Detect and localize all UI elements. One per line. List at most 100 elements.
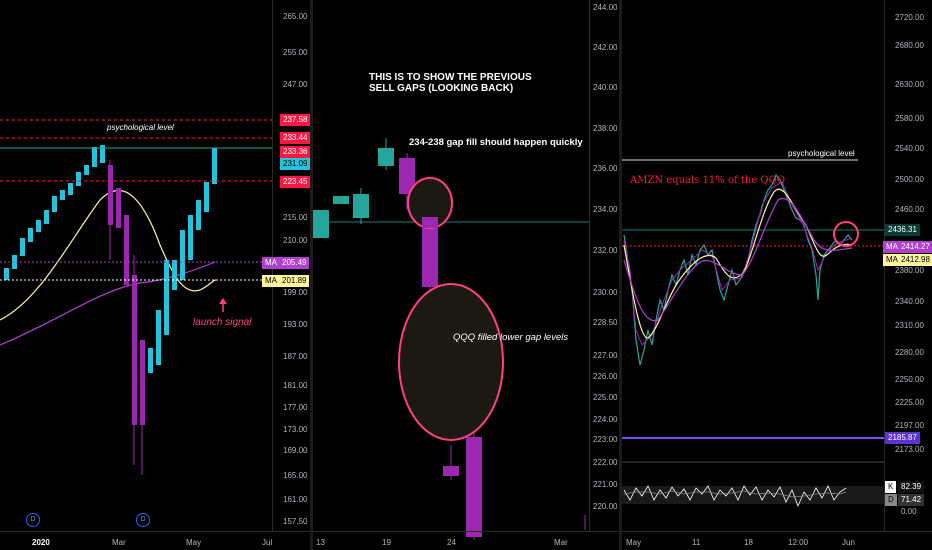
- middle-candles: [313, 138, 586, 540]
- panel-divider[interactable]: [619, 0, 622, 550]
- xtick: 12:00: [788, 538, 809, 547]
- ytick: 244.00: [593, 3, 618, 12]
- ytick: 221.00: [593, 480, 618, 489]
- xtick: Jun: [842, 538, 855, 547]
- ytick: 220.00: [593, 502, 618, 511]
- ytick: 215.00: [283, 213, 308, 222]
- middle-price-axis[interactable]: 244.00 242.00 240.00 238.00 236.00 234.0…: [589, 0, 619, 532]
- xtick: 13: [316, 538, 325, 547]
- ytick: 2173.00: [895, 445, 924, 454]
- ma-tag-value: 2412.98: [898, 254, 932, 266]
- ytick: 230.00: [593, 288, 618, 297]
- ytick: 2540.00: [895, 144, 924, 153]
- ytick: 232.00: [593, 246, 618, 255]
- dividend-badge-1[interactable]: D: [26, 513, 40, 527]
- xtick: Jul: [262, 538, 273, 547]
- price-tag-233-44: 233.44: [280, 132, 310, 144]
- right-chart-panel[interactable]: psychological level AMZN equals 11% of t…: [622, 0, 932, 550]
- price-tag-233-36: 233.36: [280, 146, 310, 158]
- panel-divider[interactable]: [310, 0, 313, 550]
- dividend-badge-2[interactable]: D: [136, 513, 150, 527]
- stoch-d-value: 71.42: [898, 494, 925, 506]
- ytick: 165.00: [283, 471, 308, 480]
- gap-circle-lower: [398, 283, 504, 441]
- left-candles: [4, 145, 217, 475]
- ytick: 234.00: [593, 205, 618, 214]
- middle-title: THIS IS TO SHOW THE PREVIOUS SELL GAPS (…: [369, 72, 532, 94]
- ytick: 265.00: [283, 12, 308, 21]
- ytick: 0.00: [901, 507, 917, 516]
- left-price-axis[interactable]: 265.00 255.00 247.00 215.00 210.00 199.0…: [272, 0, 310, 532]
- price-tag-223: 223.45: [280, 176, 310, 188]
- amzn-note: AMZN equals 11% of the QQQ: [630, 175, 786, 186]
- ytick: 169.00: [283, 446, 308, 455]
- ytick: 255.00: [283, 48, 308, 57]
- qqq-filled-note: QQQ filled lower gap levels: [453, 332, 569, 343]
- ma-tag-label: MA: [262, 275, 280, 287]
- ytick: 247.00: [283, 80, 308, 89]
- right-price-path: [623, 173, 853, 366]
- ytick: 227.00: [593, 351, 618, 360]
- stoch-d-label: D: [885, 494, 897, 506]
- ytick: 242.00: [593, 43, 618, 52]
- right-psych-label: psychological level: [788, 149, 855, 158]
- xtick: May: [626, 538, 642, 547]
- right-ma-slow: [623, 197, 853, 322]
- right-time-axis[interactable]: May 11 18 12:00 Jun: [622, 531, 932, 550]
- ytick: 2630.00: [895, 80, 924, 89]
- ytick: 210.00: [283, 236, 308, 245]
- right-price-axis[interactable]: 2720.00 2680.00 2630.00 2580.00 2540.00 …: [884, 0, 932, 532]
- xtick: 18: [744, 538, 753, 547]
- ytick: 2225.00: [895, 398, 924, 407]
- ytick: 236.00: [593, 164, 618, 173]
- xtick: 24: [447, 538, 456, 547]
- right-chart-canvas: [622, 159, 884, 508]
- ytick: 177.00: [283, 403, 308, 412]
- ytick: 2250.00: [895, 375, 924, 384]
- ytick: 2197.00: [895, 421, 924, 430]
- right-low-tag: 2185.87: [885, 432, 920, 444]
- ytick: 2720.00: [895, 13, 924, 22]
- ytick: 2340.00: [895, 297, 924, 306]
- ytick: 161.00: [283, 495, 308, 504]
- left-time-axis[interactable]: 2020 Mar May Jul: [0, 531, 310, 550]
- gap-fill-note: 234-238 gap fill should happen quickly: [409, 137, 583, 148]
- ma-tag-value: 2414.27: [898, 241, 932, 253]
- ma-tag-value: 201.89: [279, 275, 310, 287]
- middle-chart-panel[interactable]: THIS IS TO SHOW THE PREVIOUS SELL GAPS (…: [313, 0, 619, 550]
- left-psych-label: psychological level: [107, 123, 174, 132]
- middle-time-axis[interactable]: 13 19 24 Mar: [313, 531, 619, 550]
- ma-tag-label: MA: [883, 241, 901, 253]
- ytick: 193.00: [283, 320, 308, 329]
- ytick: 228.50: [593, 318, 618, 327]
- ma-tag-value: 205.49: [279, 257, 310, 269]
- left-ma-slow: [0, 261, 216, 346]
- left-launch-label: launch signal: [193, 317, 252, 328]
- ytick: 2580.00: [895, 114, 924, 123]
- stoch-k-label: K: [885, 481, 897, 493]
- ytick: 225.00: [593, 393, 618, 402]
- xtick: 2020: [32, 538, 50, 547]
- xtick: 19: [382, 538, 391, 547]
- stoch-line-k: [623, 485, 847, 508]
- ytick: 2280.00: [895, 348, 924, 357]
- ytick: 199.00: [283, 288, 308, 297]
- xtick: Mar: [554, 538, 568, 547]
- middle-chart-canvas: [313, 138, 589, 540]
- ytick: 173.00: [283, 425, 308, 434]
- ma-tag-label: MA: [262, 257, 280, 269]
- left-chart-panel[interactable]: psychological level launch signal D D 26…: [0, 0, 310, 550]
- left-chart-canvas: [0, 119, 272, 475]
- price-tag-231: 231.09: [280, 158, 310, 170]
- amzn-circle: [833, 221, 859, 247]
- xtick: Mar: [112, 538, 126, 547]
- ytick: 240.00: [593, 83, 618, 92]
- ytick: 2310.00: [895, 321, 924, 330]
- ytick: 238.00: [593, 124, 618, 133]
- right-price-tag: 2436.31: [885, 224, 920, 236]
- ytick: 223.00: [593, 435, 618, 444]
- ytick: 157.50: [283, 517, 308, 526]
- ytick: 224.00: [593, 415, 618, 424]
- price-tag-237: 237.58: [280, 114, 310, 126]
- ytick: 2460.00: [895, 205, 924, 214]
